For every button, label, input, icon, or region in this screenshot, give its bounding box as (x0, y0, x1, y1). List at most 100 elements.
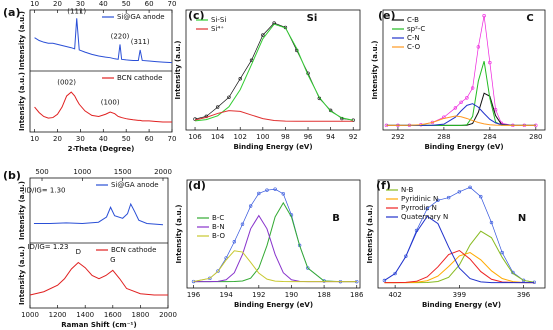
x-tick-label: 20 (53, 135, 62, 143)
data-point (265, 188, 269, 192)
panel-title: Si (307, 13, 318, 24)
legend-label: Si@GA anode (111, 181, 159, 189)
data-point (446, 195, 451, 200)
y-axis-label: Intensity (a.u.) (366, 204, 374, 263)
data-point (470, 86, 475, 90)
legend-label: C-B (407, 16, 419, 24)
x2-tick-label: 500 (35, 168, 48, 176)
x-tick-label: 188 (317, 291, 330, 299)
x-tick-label: 186 (350, 291, 364, 299)
data-point (488, 60, 492, 65)
data-point (238, 77, 242, 81)
data-point (500, 250, 504, 255)
data-point (382, 278, 387, 283)
x-tick-label: 292 (391, 133, 404, 141)
x-tick-label: 288 (437, 133, 450, 141)
series-line (384, 215, 535, 284)
annotation: D (76, 248, 81, 256)
annotation: ID/IG= 1.30 (25, 186, 66, 194)
x-tick-label: 104 (211, 133, 225, 141)
legend-label: BCN cathode (111, 246, 156, 254)
legend-label: B-N (212, 223, 225, 231)
y-axis-label: Intensity (a.u.) (175, 204, 183, 263)
annotation: (311) (131, 38, 150, 46)
panel-label: (e) (378, 9, 396, 22)
x-tick-label: 402 (388, 291, 401, 299)
data-point (489, 220, 494, 225)
series-line (194, 110, 354, 122)
annotation: (002) (57, 79, 76, 87)
legend-label: C-O (407, 43, 421, 51)
data-point (240, 222, 245, 226)
data-point (436, 198, 440, 203)
data-point (215, 105, 220, 109)
x-tick-label: 1200 (49, 311, 67, 319)
x2-tick-label: 40 (99, 0, 108, 8)
plot-frame (382, 9, 546, 131)
data-point (248, 204, 253, 208)
x-tick-label: 190 (285, 291, 298, 299)
data-point (465, 96, 469, 100)
x-axis-label: Binding Energy (eV) (233, 143, 312, 151)
series-line (29, 261, 168, 296)
x2-tick-label: 50 (122, 0, 131, 8)
annotation: (100) (101, 98, 120, 106)
x-axis-label: Raman Shift (cm⁻¹) (61, 321, 136, 329)
annotation: ID/IG= 1.23 (27, 243, 68, 251)
y-axis-label: Intensity (a.u.) (18, 246, 26, 305)
data-point (257, 191, 261, 196)
x-tick-label: 102 (234, 133, 247, 141)
annotation: (220) (111, 33, 130, 41)
legend-label: Si-Si (211, 16, 226, 24)
x-tick-label: 399 (453, 291, 466, 299)
plot-frame (185, 9, 361, 131)
panel-label: (c) (188, 9, 205, 22)
x-axis-label: Binding Energy (eV) (422, 301, 501, 309)
x-tick-label: 1000 (21, 311, 39, 319)
legend-label: BCN cathode (117, 74, 162, 82)
series-line (386, 103, 536, 126)
series-line (386, 61, 536, 126)
data-point (476, 45, 481, 49)
y-axis-label: Intensity (a.u.) (371, 40, 379, 99)
legend-label: N-B (401, 186, 414, 194)
panel-label: (a) (3, 6, 20, 19)
x-tick-label: 92 (349, 133, 358, 141)
panel-title: B (332, 213, 340, 224)
x2-tick-label: 2000 (154, 168, 172, 176)
series-line (33, 202, 164, 226)
x-tick-label: 30 (76, 135, 85, 143)
x-tick-label: 1400 (76, 311, 94, 319)
x2-tick-label: 70 (168, 0, 177, 8)
panel-label: (f) (376, 179, 391, 192)
x-tick-label: 2000 (159, 311, 177, 319)
x-tick-label: 280 (529, 133, 542, 141)
legend-label: Pyrrodic N (401, 204, 437, 212)
x-axis-label: Binding Energy (eV) (234, 301, 313, 309)
x-tick-label: 10 (30, 135, 39, 143)
series-line (386, 92, 536, 126)
series-line (193, 201, 357, 283)
x-tick-label: 284 (483, 133, 497, 141)
x-axis-label: 2-Theta (Degree) (68, 145, 135, 153)
y-axis-label: Intensity (a.u.) (174, 40, 182, 99)
data-point (261, 33, 265, 37)
legend-label: B-O (212, 232, 226, 240)
x-tick-label: 192 (252, 291, 265, 299)
data-point (482, 14, 486, 18)
series-line (386, 115, 536, 126)
legend-label: sp²-C (407, 25, 425, 33)
x-tick-label: 98 (281, 133, 290, 141)
legend-label: Pyridinic N (401, 195, 438, 203)
data-point (468, 185, 472, 190)
data-point (479, 194, 483, 199)
x-tick-label: 1800 (131, 311, 149, 319)
panel-label: (b) (3, 169, 21, 182)
x-tick-label: 106 (188, 133, 202, 141)
x-axis-label: Binding Energy (eV) (424, 143, 503, 151)
x2-tick-label: 1000 (73, 168, 91, 176)
legend-label: C-N (407, 34, 420, 42)
x2-tick-label: 10 (30, 0, 39, 8)
panel-label: (d) (188, 179, 206, 192)
x-tick-label: 1600 (104, 311, 122, 319)
